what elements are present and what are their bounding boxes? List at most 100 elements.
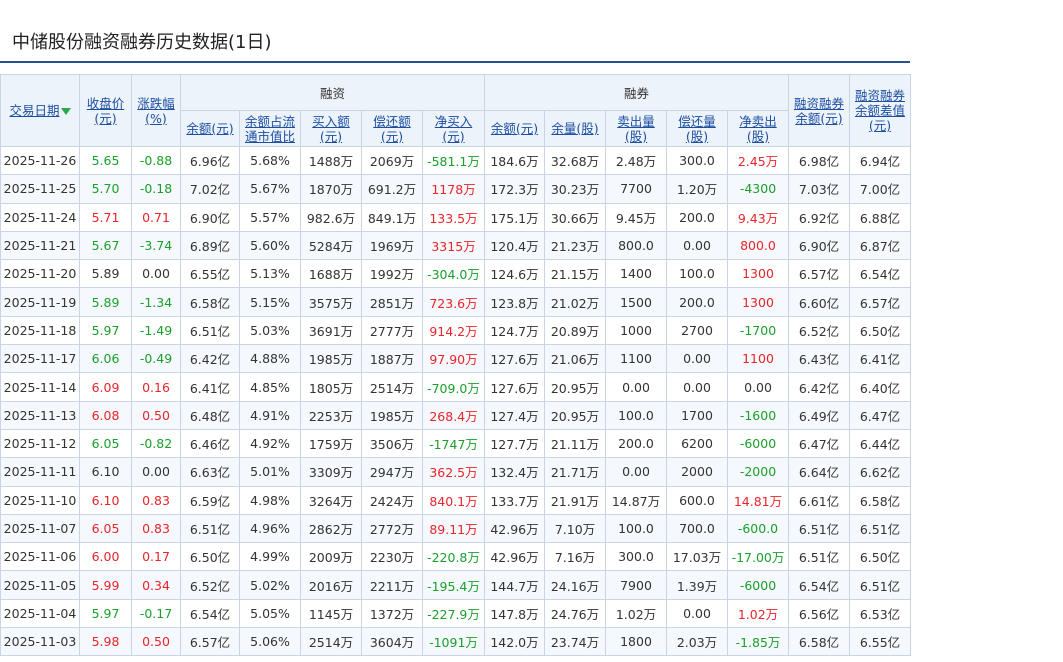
col-header-short-volume[interactable]: 余量(股) xyxy=(544,110,606,147)
sort-by-margin-buy-link[interactable]: 买入额 (元) xyxy=(312,113,350,144)
cell-short-net: -1600 xyxy=(727,400,789,430)
cell-date: 2025-11-11 xyxy=(0,457,80,487)
cell-close: 5.99 xyxy=(79,570,132,600)
col-header-short-sell[interactable]: 卖出量 (股) xyxy=(605,110,667,147)
sort-by-date-link[interactable]: 交易日期 xyxy=(9,103,60,118)
cell-short-volume: 21.02万 xyxy=(544,287,606,317)
margin-group-header: 融资 xyxy=(180,74,485,111)
cell-date: 2025-11-13 xyxy=(0,400,80,430)
cell-short-balance: 172.3万 xyxy=(484,174,545,204)
cell-diff-balance: 6.51亿 xyxy=(849,570,911,600)
col-header-margin-net[interactable]: 净买入 (元) xyxy=(422,110,485,147)
sort-by-margin-net-link[interactable]: 净买入 (元) xyxy=(434,113,473,144)
cell-short-sell: 14.87万 xyxy=(605,485,667,515)
cell-margin-balance: 6.58亿 xyxy=(180,287,240,317)
col-header-margin-buy[interactable]: 买入额 (元) xyxy=(300,110,362,147)
cell-short-net: -17.00万 xyxy=(727,542,789,572)
cell-short-balance: 124.6万 xyxy=(484,259,545,289)
sort-by-margin-balance-link[interactable]: 余额(元) xyxy=(186,121,234,136)
cell-margin-ratio: 5.13% xyxy=(239,259,301,289)
cell-margin-net: -709.0万 xyxy=(422,372,485,402)
cell-change: -0.17 xyxy=(131,598,181,629)
cell-total-balance: 6.49亿 xyxy=(788,400,850,430)
sort-by-short-repay-link[interactable]: 偿还量 (股) xyxy=(678,113,716,144)
sort-by-close-link[interactable]: 收盘价 (元) xyxy=(86,95,125,126)
cell-short-repay: 17.03万 xyxy=(666,542,728,572)
col-header-change[interactable]: 涨跌幅 (%) xyxy=(131,74,181,147)
cell-margin-repay: 2514万 xyxy=(361,372,423,402)
cell-close: 6.10 xyxy=(79,485,132,515)
cell-margin-buy: 1985万 xyxy=(300,344,362,374)
cell-margin-net: 914.2万 xyxy=(422,315,485,346)
sort-by-margin-ratio-link[interactable]: 余额占流 通市值比 xyxy=(244,113,295,144)
col-header-total-balance[interactable]: 融资融券 余额(元) xyxy=(788,74,850,147)
col-header-diff-balance[interactable]: 融资融券 余额差值 (元) xyxy=(849,74,911,147)
sort-desc-icon[interactable] xyxy=(60,108,71,115)
cell-short-balance: 147.8万 xyxy=(484,598,545,629)
cell-short-balance: 144.7万 xyxy=(484,570,545,600)
cell-short-sell: 1400 xyxy=(605,259,667,289)
cell-margin-ratio: 4.85% xyxy=(239,372,301,402)
cell-total-balance: 6.52亿 xyxy=(788,315,850,346)
cell-margin-repay: 1992万 xyxy=(361,259,423,289)
cell-margin-ratio: 5.60% xyxy=(239,230,301,261)
col-header-short-balance[interactable]: 余额(元) xyxy=(484,110,545,147)
cell-diff-balance: 6.57亿 xyxy=(849,287,911,317)
col-header-margin-ratio[interactable]: 余额占流 通市值比 xyxy=(239,110,301,147)
cell-change: -0.18 xyxy=(131,174,181,204)
cell-close: 6.08 xyxy=(79,400,132,430)
cell-margin-ratio: 4.98% xyxy=(239,485,301,515)
cell-margin-buy: 1488万 xyxy=(300,145,362,176)
cell-short-repay: 1700 xyxy=(666,400,728,430)
sort-by-short-sell-link[interactable]: 卖出量 (股) xyxy=(617,113,655,144)
sort-by-change-link[interactable]: 涨跌幅 (%) xyxy=(137,95,175,126)
cell-margin-balance: 6.96亿 xyxy=(180,145,240,176)
table-row: 2025-11-21 5.67 -3.74 6.89亿 5.60% 5284万 1969万 3… xyxy=(0,230,911,261)
cell-diff-balance: 6.58亿 xyxy=(849,485,911,515)
col-header-date[interactable]: 交易日期 xyxy=(0,74,80,147)
cell-short-volume: 20.89万 xyxy=(544,315,606,346)
cell-short-sell: 200.0 xyxy=(605,428,667,459)
col-header-margin-repay[interactable]: 偿还额 (元) xyxy=(361,110,423,147)
sort-by-short-volume-link[interactable]: 余量(股) xyxy=(551,121,599,136)
col-header-short-repay[interactable]: 偿还量 (股) xyxy=(666,110,728,147)
cell-short-sell: 0.00 xyxy=(605,372,667,402)
cell-margin-net: 840.1万 xyxy=(422,485,485,515)
sort-by-margin-repay-link[interactable]: 偿还额 (元) xyxy=(373,113,411,144)
cell-margin-repay: 2230万 xyxy=(361,542,423,572)
cell-change: -1.49 xyxy=(131,315,181,346)
cell-margin-repay: 849.1万 xyxy=(361,202,423,232)
cell-short-repay: 700.0 xyxy=(666,513,728,544)
cell-diff-balance: 6.87亿 xyxy=(849,230,911,261)
cell-total-balance: 6.43亿 xyxy=(788,344,850,374)
cell-margin-buy: 2862万 xyxy=(300,513,362,544)
cell-total-balance: 7.03亿 xyxy=(788,174,850,204)
cell-margin-balance: 6.51亿 xyxy=(180,513,240,544)
sort-by-short-net-link[interactable]: 净卖出 (股) xyxy=(739,113,777,144)
cell-margin-net: -304.0万 xyxy=(422,259,485,289)
sort-by-diff-balance-link[interactable]: 融资融券 余额差值 (元) xyxy=(854,88,905,133)
table-row: 2025-11-03 5.98 0.50 6.57亿 5.06% 2514万 3604万 -1… xyxy=(0,627,911,657)
table-row: 2025-11-17 6.06 -0.49 6.42亿 4.88% 1985万 1887万 9… xyxy=(0,344,911,374)
col-header-margin-balance[interactable]: 余额(元) xyxy=(180,110,240,147)
sort-by-total-balance-link[interactable]: 融资融券 余额(元) xyxy=(793,95,844,126)
cell-short-balance: 42.96万 xyxy=(484,542,545,572)
cell-margin-net: 723.6万 xyxy=(422,287,485,317)
cell-short-balance: 175.1万 xyxy=(484,202,545,232)
col-header-close[interactable]: 收盘价 (元) xyxy=(79,74,132,147)
cell-total-balance: 6.54亿 xyxy=(788,570,850,600)
cell-margin-net: 1178万 xyxy=(422,174,485,204)
cell-margin-net: -195.4万 xyxy=(422,570,485,600)
cell-short-net: -2000 xyxy=(727,457,789,487)
cell-short-balance: 184.6万 xyxy=(484,145,545,176)
cell-change: -0.88 xyxy=(131,145,181,176)
cell-short-repay: 0.00 xyxy=(666,598,728,629)
cell-short-sell: 1100 xyxy=(605,344,667,374)
cell-date: 2025-11-18 xyxy=(0,315,80,346)
sort-by-short-balance-link[interactable]: 余额(元) xyxy=(490,121,539,136)
cell-short-net: -1.85万 xyxy=(727,627,789,657)
col-header-short-net[interactable]: 净卖出 (股) xyxy=(727,110,789,147)
cell-short-net: 14.81万 xyxy=(727,485,789,515)
cell-change: 0.00 xyxy=(131,259,181,289)
cell-margin-repay: 1985万 xyxy=(361,400,423,430)
